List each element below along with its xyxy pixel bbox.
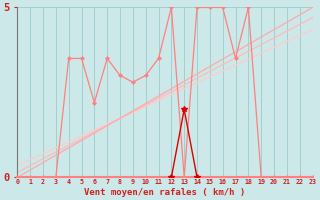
X-axis label: Vent moyen/en rafales ( km/h ): Vent moyen/en rafales ( km/h ) (84, 188, 245, 197)
